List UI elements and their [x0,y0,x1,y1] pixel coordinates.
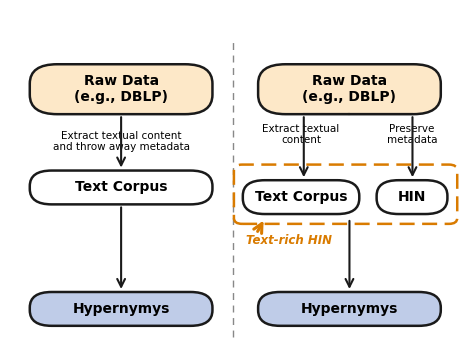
Text: Hypernymys: Hypernymys [72,302,170,316]
FancyBboxPatch shape [30,292,212,326]
Text: Text Corpus: Text Corpus [75,181,167,194]
Text: Raw Data
(e.g., DBLP): Raw Data (e.g., DBLP) [302,74,397,104]
Text: HIN: HIN [398,190,426,204]
FancyBboxPatch shape [30,64,212,114]
Text: Text Corpus: Text Corpus [255,190,347,204]
Text: Extract textual
content: Extract textual content [262,124,340,145]
Text: Preserve
metadata: Preserve metadata [387,124,437,145]
Text: Extract textual content
and throw away metadata: Extract textual content and throw away m… [53,131,190,152]
Text: Text-rich HIN: Text-rich HIN [246,234,332,247]
Text: Hypernymys: Hypernymys [301,302,398,316]
FancyBboxPatch shape [243,180,359,214]
FancyBboxPatch shape [258,64,441,114]
FancyBboxPatch shape [258,292,441,326]
FancyBboxPatch shape [377,180,447,214]
Text: Raw Data
(e.g., DBLP): Raw Data (e.g., DBLP) [74,74,168,104]
FancyBboxPatch shape [30,171,212,204]
